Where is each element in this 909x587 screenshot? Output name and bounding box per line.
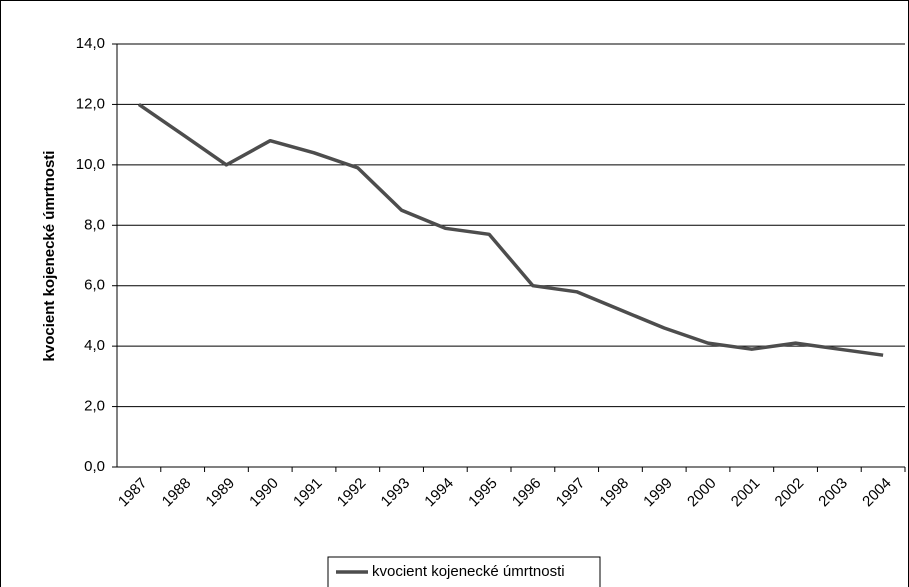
y-tick-label: 8,0 xyxy=(84,216,105,233)
line-series xyxy=(137,102,884,357)
y-axis-label: kvocient kojenecké úmrtnosti xyxy=(41,151,58,362)
legend-box xyxy=(327,556,601,587)
y-tick-label: 14,0 xyxy=(76,35,105,52)
legend-label: kvocient kojenecké úmrtnosti xyxy=(372,563,565,580)
y-tick-label: 2,0 xyxy=(84,398,105,415)
y-tick-label: 4,0 xyxy=(84,337,105,354)
y-tick-label: 12,0 xyxy=(76,95,105,112)
y-tick-label: 10,0 xyxy=(76,156,105,173)
y-tick-label: 6,0 xyxy=(84,277,105,294)
y-tick-label: 0,0 xyxy=(84,458,105,475)
